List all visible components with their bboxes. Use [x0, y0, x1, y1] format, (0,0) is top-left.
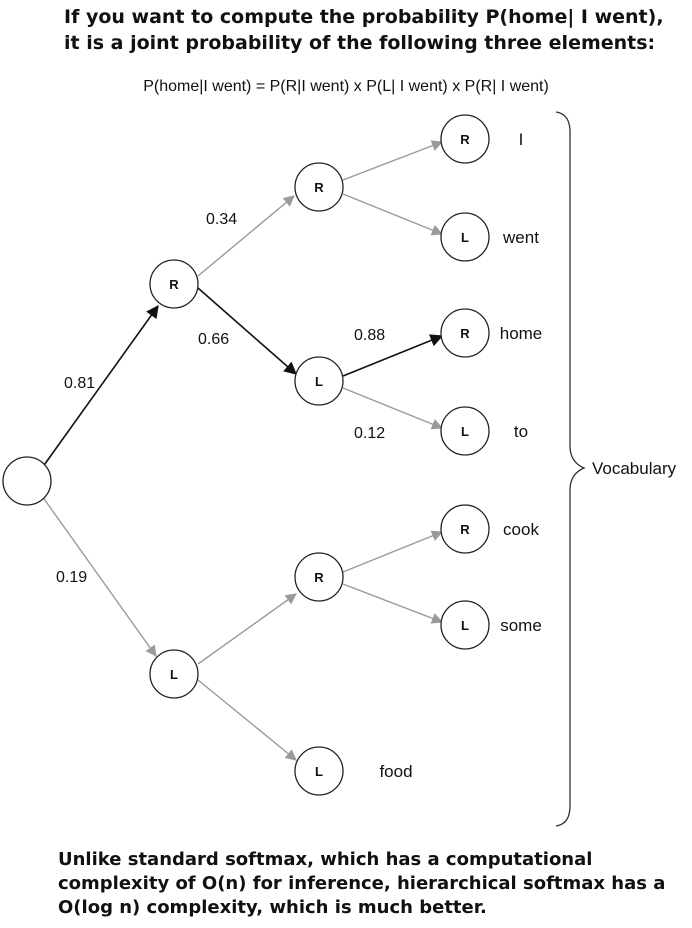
- leaf-to: L: [440, 406, 490, 456]
- root-node: [2, 456, 52, 506]
- edge-prob-0-81: 0.81: [64, 375, 95, 392]
- edge-l1l-to-leaf-food: [197, 679, 297, 761]
- word-food: food: [379, 762, 412, 781]
- svg-text:L: L: [461, 424, 469, 439]
- svg-text:L: L: [461, 230, 469, 245]
- edge-l2r2-to-leaf-some: [342, 583, 444, 624]
- svg-text:R: R: [314, 570, 324, 585]
- footer-note: Unlike standard softmax, which has a com…: [58, 848, 688, 920]
- svg-text:R: R: [460, 326, 470, 341]
- footer-line-3: O(log n) complexity, which is much bette…: [58, 897, 487, 918]
- svg-text:L: L: [315, 374, 323, 389]
- edge-prob-0-88: 0.88: [354, 327, 385, 344]
- svg-text:R: R: [460, 132, 470, 147]
- svg-text:R: R: [460, 522, 470, 537]
- svg-text:R: R: [314, 180, 324, 195]
- word-to: to: [514, 422, 528, 441]
- edge-l2l-to-leaf-to: [342, 387, 444, 430]
- svg-text:L: L: [170, 667, 178, 682]
- edge-root-to-l1-l: [41, 495, 157, 657]
- svg-text:R: R: [169, 277, 179, 292]
- edge-l2r-to-leaf-i: [342, 140, 444, 181]
- edge-l2l-to-leaf-home: [342, 334, 444, 377]
- edge-l2r2-to-leaf-cook: [342, 530, 444, 573]
- edge-prob-0-12: 0.12: [354, 425, 385, 442]
- formula: P(home|I went) = P(R|I went) x P(L| I we…: [143, 78, 549, 95]
- word-i: I: [519, 130, 524, 149]
- edge-prob-0-34: 0.34: [206, 211, 237, 228]
- edge-root-to-l1-r: [41, 304, 159, 469]
- footer-line-1: Unlike standard softmax, which has a com…: [58, 849, 593, 870]
- node-l1-r: R: [149, 259, 199, 309]
- word-home: home: [500, 324, 543, 343]
- node-l2-r-top: R: [294, 162, 344, 212]
- word-cook: cook: [503, 520, 539, 539]
- title-line-2: it is a joint probability of the followi…: [64, 32, 656, 54]
- leaf-went: L: [440, 212, 490, 262]
- node-l1-l: L: [149, 649, 199, 699]
- edge-l1r-to-l2r: [197, 195, 295, 277]
- vocabulary-label: Vocabulary: [592, 459, 677, 478]
- leaf-some: L: [440, 600, 490, 650]
- node-l2-l-bottom: L: [294, 746, 344, 796]
- word-some: some: [500, 616, 542, 635]
- leaf-cook: R: [440, 504, 490, 554]
- vocabulary-brace: [555, 111, 586, 827]
- title-line-1: If you want to compute the probability P…: [64, 6, 664, 28]
- edge-l1r-to-l2l: [197, 287, 297, 375]
- leaf-i: R: [440, 114, 490, 164]
- edge-l2r-to-leaf-went: [342, 193, 444, 236]
- edge-prob-0-66: 0.66: [198, 331, 229, 348]
- edge-prob-0-19: 0.19: [56, 569, 87, 586]
- title: If you want to compute the probability P…: [64, 4, 684, 56]
- footer-line-2: complexity of O(n) for inference, hierar…: [58, 873, 666, 894]
- leaf-home: R: [440, 308, 490, 358]
- svg-text:L: L: [461, 618, 469, 633]
- word-went: went: [502, 228, 539, 247]
- edge-l1l-to-l2r: [197, 593, 297, 665]
- node-l2-r-bottom: R: [294, 552, 344, 602]
- node-l2-l-top: L: [294, 356, 344, 406]
- svg-text:L: L: [315, 764, 323, 779]
